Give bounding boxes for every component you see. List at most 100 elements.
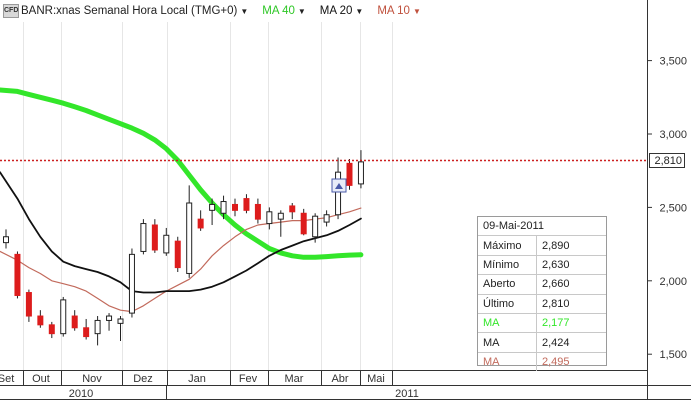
info-value: 2,424 <box>542 336 570 349</box>
info-date-row: 09-Mai-2011 <box>478 217 606 235</box>
chevron-down-icon: ▼ <box>412 6 421 16</box>
ma20-dropdown[interactable]: MA 20 ▼ <box>320 5 364 17</box>
data-info-box: 09-Mai-2011 Máximo 2,890 Mínimo 2,630 Aber… <box>477 216 607 372</box>
candle[interactable] <box>312 213 319 243</box>
candle-body-down <box>14 253 21 296</box>
candle-body-up <box>209 203 216 211</box>
candle[interactable] <box>151 219 158 253</box>
month-label: Out <box>32 373 50 385</box>
candle-body-up <box>117 318 124 324</box>
candle-body-down <box>243 198 250 211</box>
info-row-ma20: MA 2,424 <box>478 332 606 352</box>
candle[interactable] <box>25 289 32 322</box>
month-label: Mar <box>285 373 304 385</box>
candle-body-up <box>163 234 170 254</box>
info-value: 2,660 <box>542 278 570 291</box>
candle[interactable] <box>174 236 181 272</box>
candle[interactable] <box>197 210 204 231</box>
candle-body-down <box>151 224 158 251</box>
info-row-ma10: MA 2,495 <box>478 351 606 372</box>
candle[interactable] <box>209 198 216 226</box>
info-label: MA <box>478 313 537 333</box>
candle-body-down <box>174 240 181 269</box>
candle[interactable] <box>48 321 55 339</box>
ma40-label: MA 40 <box>262 5 295 17</box>
candle-body-up <box>357 161 364 185</box>
cfd-logo-icon: CFD <box>3 4 19 18</box>
candle[interactable] <box>83 318 90 340</box>
info-row-ma40: MA 2,177 <box>478 312 606 333</box>
info-label: MA <box>478 333 537 352</box>
candle[interactable] <box>357 150 364 189</box>
info-date: 09-Mai-2011 <box>483 220 544 233</box>
candle[interactable] <box>140 219 147 255</box>
info-row: Último 2,810 <box>478 293 606 313</box>
candle-body-up <box>106 315 113 321</box>
candle-body-down <box>25 292 32 317</box>
info-label: Último <box>478 294 537 313</box>
candle[interactable] <box>186 185 193 278</box>
candle[interactable] <box>220 195 227 220</box>
symbol-title-dropdown[interactable]: BANR:xnas Semanal Hora Local (TMG+0) ▼ <box>21 5 248 17</box>
candle[interactable] <box>163 227 170 256</box>
candle[interactable] <box>277 210 284 237</box>
month-label: Mai <box>367 373 385 385</box>
chevron-down-icon: ▼ <box>297 6 306 16</box>
time-axis: Set Out Nov Dez Jan Fev Mar Abr Mai 2010 2011 <box>0 370 419 400</box>
alert-marker-icon[interactable] <box>331 178 347 193</box>
candle[interactable] <box>37 310 44 328</box>
info-value: 2,495 <box>542 355 570 368</box>
candle[interactable] <box>346 158 353 190</box>
info-value: 2,630 <box>542 258 570 271</box>
month-label: Jan <box>188 373 206 385</box>
ma40-line <box>0 87 364 260</box>
candle[interactable] <box>71 310 78 331</box>
candle[interactable] <box>128 248 135 318</box>
info-value: 2,177 <box>542 317 570 330</box>
candle[interactable] <box>323 210 330 227</box>
month-label: Fev <box>239 373 258 385</box>
month-label: Nov <box>82 373 102 385</box>
candle-body-down <box>37 315 44 326</box>
year-label: 2011 <box>395 388 419 400</box>
candle[interactable] <box>289 202 296 220</box>
info-row: Aberto 2,660 <box>478 274 606 294</box>
price-tick-label: 1,500 <box>659 349 687 361</box>
info-label: Máximo <box>478 236 537 255</box>
info-label: Aberto <box>478 275 537 294</box>
candle-body-up <box>266 211 273 225</box>
chevron-down-icon: ▼ <box>240 6 249 16</box>
price-tick-label: 2,000 <box>659 276 687 288</box>
candle[interactable] <box>254 198 261 224</box>
candle[interactable] <box>14 251 21 299</box>
price-tick-label: 3,000 <box>659 129 687 141</box>
candle-body-up <box>140 223 147 252</box>
candle-body-up <box>128 253 135 314</box>
candle[interactable] <box>3 229 9 249</box>
info-row: Mínimo 2,630 <box>478 254 606 275</box>
candlestick-series <box>3 150 364 346</box>
candle[interactable] <box>60 296 67 337</box>
ma10-dropdown[interactable]: MA 10 ▼ <box>377 5 421 17</box>
candle[interactable] <box>232 198 238 217</box>
candle-body-down <box>83 327 90 338</box>
ma10-label: MA 10 <box>377 5 410 17</box>
candle[interactable] <box>106 313 113 331</box>
ma20-label: MA 20 <box>319 5 353 17</box>
candle-body-down <box>48 324 55 335</box>
ma40-dropdown[interactable]: MA 40 ▼ <box>262 5 306 17</box>
info-label: MA <box>478 352 537 372</box>
candle-body-up <box>3 236 9 244</box>
info-value: 2,890 <box>542 239 570 252</box>
candle-body-up <box>60 299 67 335</box>
candle-body-up <box>323 214 330 223</box>
candle[interactable] <box>266 207 273 230</box>
candle-body-up <box>94 319 101 335</box>
candle[interactable] <box>117 316 124 341</box>
candle[interactable] <box>300 208 307 236</box>
candle[interactable] <box>243 194 250 214</box>
candle[interactable] <box>94 316 101 346</box>
month-label: Set <box>0 373 14 385</box>
info-value: 2,810 <box>542 297 570 310</box>
